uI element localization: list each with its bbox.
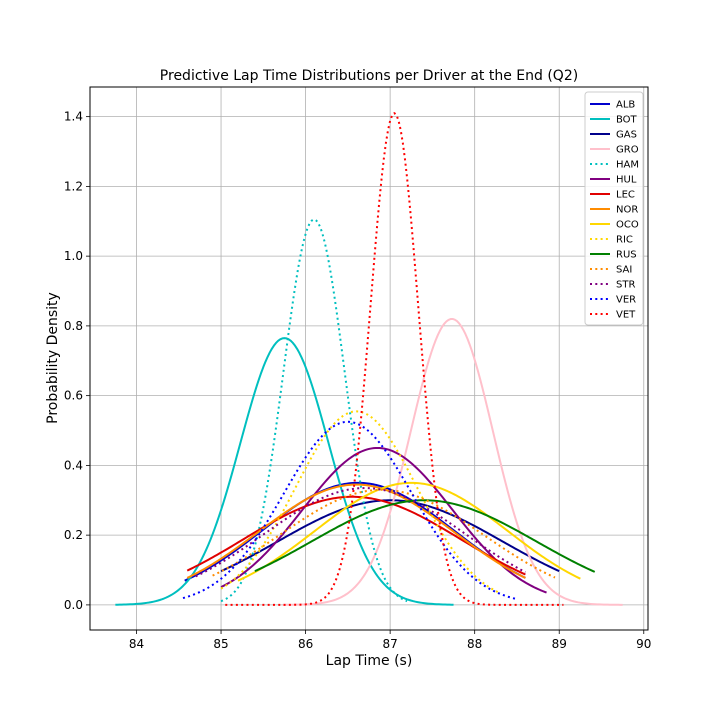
y-tick-label: 0.8 xyxy=(64,319,83,333)
legend-label-bot: BOT xyxy=(616,115,638,126)
legend-label-oco: OCO xyxy=(616,220,639,231)
legend-label-ver: VER xyxy=(616,295,636,306)
legend-label-vet: VET xyxy=(616,310,636,321)
series-line-ric xyxy=(220,410,501,594)
chart-title: Predictive Lap Time Distributions per Dr… xyxy=(160,68,578,84)
series-line-oco xyxy=(237,481,581,582)
plot-frame xyxy=(89,86,649,631)
series-layer xyxy=(115,112,623,606)
y-tick-label: 0.6 xyxy=(64,389,83,403)
legend-label-rus: RUS xyxy=(616,250,637,261)
x-tick-label: 88 xyxy=(467,637,482,651)
y-tick-label: 1.4 xyxy=(64,110,83,124)
y-axis-title: Probability Density xyxy=(45,292,61,424)
series-line-rus xyxy=(254,499,596,573)
x-tick-label: 87 xyxy=(382,637,397,651)
y-tick-label: 0.0 xyxy=(64,598,83,612)
y-tick-label: 0.2 xyxy=(64,528,83,542)
plot-area xyxy=(90,87,648,630)
series-line-str xyxy=(195,487,526,578)
legend-label-ric: RIC xyxy=(616,235,633,246)
legend-label-hul: HUL xyxy=(616,175,637,186)
y-tick-label: 1.2 xyxy=(64,179,83,193)
y-tick-label: 0.4 xyxy=(64,458,83,472)
legend-label-alb: ALB xyxy=(616,100,635,111)
y-tick-label: 1.0 xyxy=(64,249,83,263)
x-axis-title: Lap Time (s) xyxy=(326,653,413,669)
series-line-ver xyxy=(182,420,518,601)
x-tick-label: 85 xyxy=(213,637,228,651)
legend-label-gas: GAS xyxy=(616,130,637,141)
x-tick-label: 90 xyxy=(636,637,651,651)
legend-label-nor: NOR xyxy=(616,205,638,216)
legend-box xyxy=(584,91,644,326)
x-tick-label: 89 xyxy=(552,637,567,651)
series-line-nor xyxy=(186,483,526,579)
ticks: 84 85 86 87 88 89 90 0.0 0.2 0.4 0.6 0.8 1.0 1.2 1.4 xyxy=(64,110,652,651)
legend-label-gro: GRO xyxy=(616,145,639,156)
series-line-gro xyxy=(282,317,623,606)
series-line-hul xyxy=(220,446,547,594)
legend-label-ham: HAM xyxy=(616,160,639,171)
legend: ALB BOT GAS GRO HAM HUL LEC NOR OCO RIC RUS SAI STR V… xyxy=(584,91,644,326)
legend-label-lec: LEC xyxy=(616,190,635,201)
x-tick-label: 86 xyxy=(298,637,313,651)
x-tick-label: 84 xyxy=(129,637,144,651)
grid xyxy=(90,87,648,630)
series-line-vet xyxy=(225,112,564,606)
legend-label-sai: SAI xyxy=(616,265,632,276)
legend-label-str: STR xyxy=(616,280,635,291)
